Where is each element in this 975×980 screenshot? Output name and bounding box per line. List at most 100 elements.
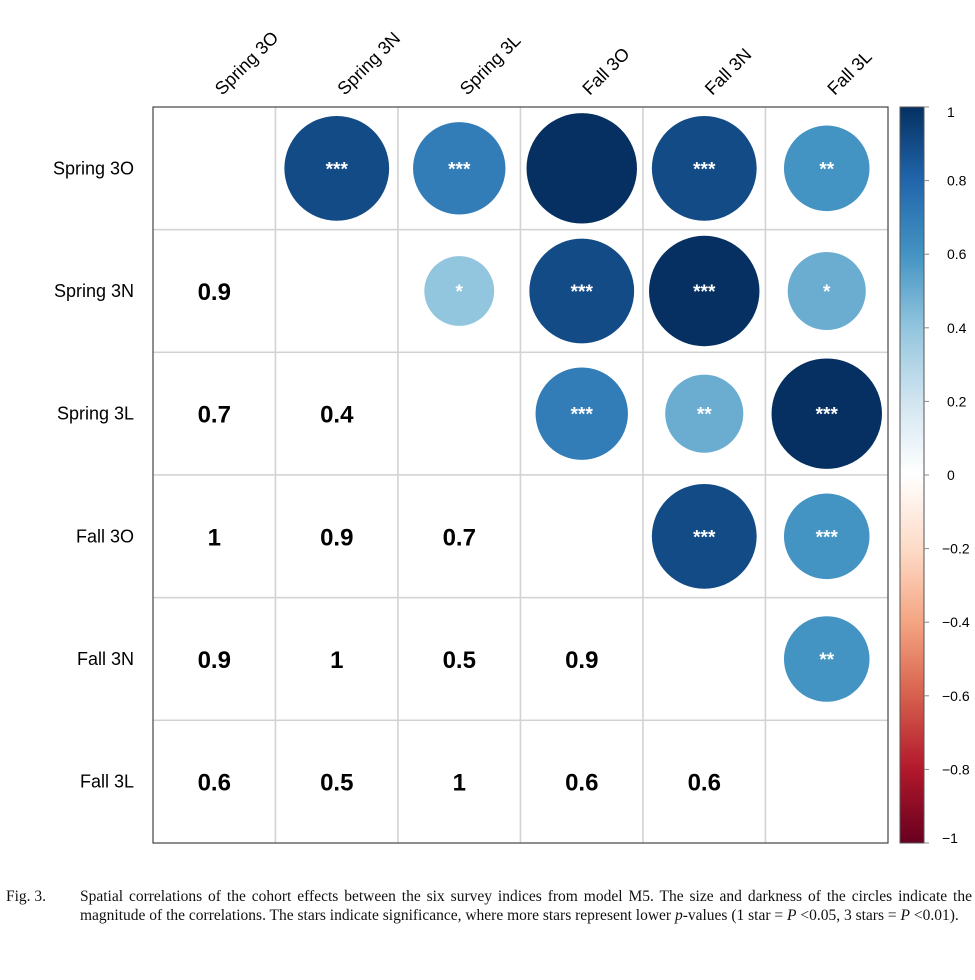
colorbar-tick-label: −0.4 bbox=[942, 614, 970, 630]
grid-cell bbox=[397, 351, 522, 476]
correlation-value-label: 0.7 bbox=[443, 524, 476, 551]
correlation-circle bbox=[783, 616, 870, 702]
caption-part-1: Spatial correlations of the cohort effec… bbox=[80, 888, 972, 924]
column-label: Spring 3L bbox=[456, 30, 525, 99]
row-label: Spring 3L bbox=[57, 404, 134, 424]
colorbar-tick-label: −1 bbox=[942, 830, 958, 846]
colorbar-tick-label: 0.8 bbox=[947, 173, 967, 189]
column-label: Spring 3N bbox=[333, 28, 404, 99]
grid-cell bbox=[274, 596, 399, 722]
column-label: Fall 3L bbox=[823, 46, 875, 98]
correlation-value-label: 1 bbox=[208, 524, 221, 551]
significance-stars: *** bbox=[816, 405, 839, 426]
significance-stars: *** bbox=[693, 527, 716, 548]
matrix-cells bbox=[152, 106, 889, 844]
grid-cell bbox=[152, 228, 277, 354]
correlation-value-label: 0.6 bbox=[565, 770, 598, 797]
matrix-frame bbox=[152, 106, 889, 844]
column-labels: Spring 3O Spring 3N Spring 3L Fall 3O Fall 3… bbox=[211, 27, 876, 98]
significance-stars: * bbox=[456, 282, 464, 303]
correlation-circle bbox=[535, 367, 628, 460]
grid-cell bbox=[152, 106, 277, 231]
correlation-circle bbox=[649, 235, 760, 347]
caption-P1: P bbox=[787, 907, 797, 924]
correlation-value-label: 0.9 bbox=[320, 524, 353, 551]
row-labels: Spring 3O Spring 3N Spring 3L Fall 3O Fall 3… bbox=[53, 158, 134, 791]
caption-part-2: -values (1 star = bbox=[682, 907, 787, 924]
correlation-circle bbox=[771, 358, 882, 469]
correlation-chart: *** *** *** **0.9 * *** *** *0.7 0.4 *** ** ***1 0.9… bbox=[53, 27, 970, 846]
colorbar-tick-label: 0 bbox=[947, 467, 955, 483]
correlation-circle bbox=[651, 115, 757, 221]
significance-stars: * bbox=[823, 282, 831, 303]
grid-cell bbox=[519, 474, 644, 599]
grid-cell bbox=[642, 596, 767, 722]
correlation-circle bbox=[413, 122, 506, 215]
correlation-value-label: 0.5 bbox=[443, 647, 476, 674]
caption-text: Spatial correlations of the cohort effec… bbox=[80, 887, 972, 925]
row-label: Spring 3O bbox=[53, 158, 134, 178]
correlation-circle bbox=[526, 113, 637, 224]
correlation-value-label: 0.9 bbox=[198, 279, 231, 306]
correlation-value-label: 0.9 bbox=[565, 647, 598, 674]
significance-stars: *** bbox=[816, 527, 839, 548]
correlation-value-label: 0.9 bbox=[198, 647, 231, 674]
grid-cell bbox=[764, 719, 889, 844]
significance-stars: *** bbox=[571, 282, 594, 303]
correlation-circle bbox=[651, 483, 757, 589]
significance-stars: *** bbox=[571, 405, 594, 426]
correlation-value-label: 0.7 bbox=[198, 402, 231, 429]
row-label: Fall 3O bbox=[76, 526, 134, 546]
colorbar-tick-label: −0.2 bbox=[942, 541, 970, 557]
row-label: Fall 3N bbox=[77, 649, 134, 669]
correlation-circle bbox=[783, 493, 870, 580]
colorbar-tick-label: 1 bbox=[947, 104, 955, 120]
colorbar: 1 0.8 0.6 0.4 0.2 0 −0.2 −0.4 −0.6 −0.8 −1 bbox=[899, 104, 970, 846]
correlation-circle bbox=[424, 256, 495, 326]
significance-stars: ** bbox=[697, 405, 712, 426]
correlation-circle bbox=[787, 251, 866, 331]
significance-stars: *** bbox=[693, 159, 716, 180]
grid-cell bbox=[274, 719, 399, 844]
figure-caption: Fig. 3. Spatial correlations of the coho… bbox=[6, 887, 972, 925]
figure-label: Fig. 3. bbox=[6, 888, 47, 905]
correlation-value-label: 0.6 bbox=[198, 770, 231, 797]
significance-stars: *** bbox=[693, 282, 716, 303]
colorbar-tick-label: 0.2 bbox=[947, 393, 967, 409]
correlation-circle bbox=[783, 125, 870, 212]
correlation-circle bbox=[284, 115, 390, 221]
grid-cell bbox=[274, 351, 399, 476]
correlation-value-label: 0.4 bbox=[320, 402, 354, 429]
correlation-value-label: 1 bbox=[330, 647, 343, 674]
correlation-value-label: 0.6 bbox=[688, 770, 721, 797]
significance-stars: *** bbox=[448, 159, 471, 180]
colorbar-tick-label: −0.8 bbox=[942, 761, 970, 777]
colorbar-gradient bbox=[899, 106, 925, 844]
grid-cell bbox=[152, 596, 277, 722]
colorbar-tick-label: −0.6 bbox=[942, 688, 970, 704]
significance-stars: *** bbox=[326, 159, 349, 180]
column-label: Spring 3O bbox=[211, 27, 282, 98]
correlation-circle bbox=[529, 238, 635, 344]
grid-cell bbox=[519, 719, 644, 844]
row-label: Fall 3L bbox=[80, 772, 134, 792]
significance-stars: ** bbox=[819, 650, 834, 671]
caption-part-3: <0.05, 3 stars = bbox=[796, 907, 901, 924]
correlation-value-label: 1 bbox=[453, 770, 466, 797]
correlation-value-label: 0.5 bbox=[320, 770, 353, 797]
caption-P2: P bbox=[900, 907, 910, 924]
matrix-marks: *** *** *** **0.9 * *** *** *0.7 0.4 *** ** ***1 0.9… bbox=[198, 113, 882, 797]
correlation-circle bbox=[665, 374, 744, 453]
grid-cell bbox=[397, 596, 522, 722]
colorbar-tick-label: 0.6 bbox=[947, 246, 967, 262]
row-label: Spring 3N bbox=[54, 281, 134, 301]
colorbar-tick-label: 0.4 bbox=[947, 320, 967, 336]
column-label: Fall 3N bbox=[701, 44, 755, 98]
caption-part-4: <0.01). bbox=[909, 907, 959, 924]
grid-cell bbox=[274, 474, 399, 599]
grid-cell bbox=[397, 719, 522, 844]
grid-cell bbox=[274, 228, 399, 354]
grid-cell bbox=[397, 474, 522, 599]
significance-stars: ** bbox=[819, 159, 834, 180]
grid-cell bbox=[642, 351, 767, 476]
